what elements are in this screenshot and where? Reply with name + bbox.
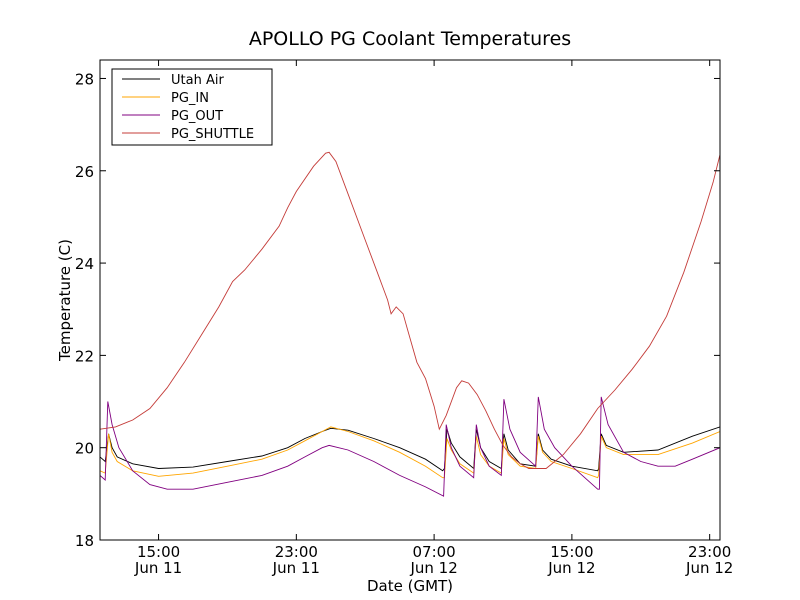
legend-label: PG_OUT: [171, 109, 223, 124]
y-tick-label: 18: [75, 532, 94, 550]
x-tick-label-time: 07:00: [412, 543, 455, 561]
x-tick-label-date: Jun 12: [409, 559, 457, 577]
plot-frame: [99, 59, 721, 541]
series-line-pg-shuttle: [100, 151, 720, 469]
legend-box: [111, 68, 273, 146]
series-layer: [100, 151, 720, 497]
y-tick-label: 26: [75, 163, 94, 181]
legend-label: Utah Air: [171, 73, 224, 88]
legend-items: Utah Air PG_IN PG_OUT PG_SHUTTLE: [122, 73, 254, 142]
chart-title: APOLLO PG Coolant Temperatures: [249, 28, 571, 50]
x-tick-label-time: 15:00: [137, 543, 180, 561]
x-tick-label-date: Jun 12: [685, 559, 733, 577]
y-tick-label: 22: [75, 347, 94, 365]
x-tick-label-time: 23:00: [275, 543, 318, 561]
x-tick-label-time: 15:00: [550, 543, 593, 561]
x-tick-label-date: Jun 12: [547, 559, 595, 577]
y-tick-label: 28: [75, 70, 94, 88]
series-line-pg-out: [100, 396, 720, 497]
x-tick-label-date: Jun 11: [134, 559, 182, 577]
x-tick-label-time: 23:00: [688, 543, 731, 561]
y-axis-label: Temperature (C): [56, 239, 74, 362]
y-tick-label: 24: [75, 255, 94, 273]
x-axis-label: Date (GMT): [367, 577, 453, 595]
x-tick-label-date: Jun 11: [272, 559, 320, 577]
y-tick-label: 20: [75, 440, 94, 458]
legend: Utah Air PG_IN PG_OUT PG_SHUTTLE: [111, 68, 273, 146]
series-line-utah-air: [100, 426, 720, 472]
legend-label: PG_SHUTTLE: [171, 127, 254, 142]
legend-label: PG_IN: [171, 91, 209, 106]
